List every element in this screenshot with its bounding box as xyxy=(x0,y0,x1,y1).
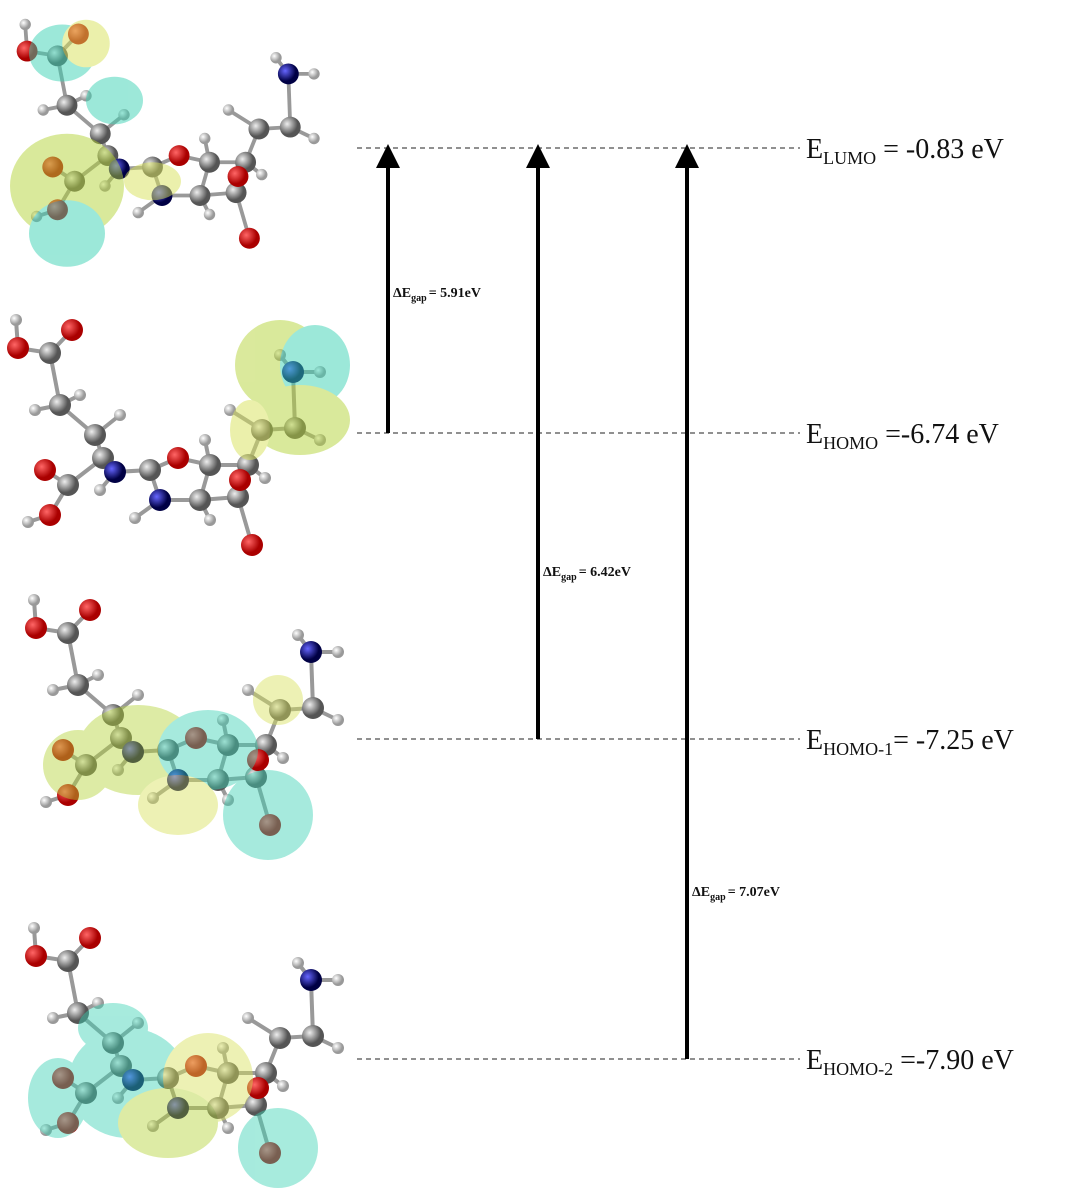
energy-diagram: ELUMO = -0.83 eVEHOMO =-6.74 eVEHOMO-1= … xyxy=(0,0,1065,1193)
gap-symbol: ΔE xyxy=(393,286,411,301)
level-label: ELUMO = -0.83 eV xyxy=(806,134,1004,168)
level-value: =-6.74 eV xyxy=(878,419,999,450)
level-subscript: HOMO-2 xyxy=(823,1059,893,1079)
gap-value: = 6.42eV xyxy=(579,565,631,580)
gap-label: ΔEgap= 7.07eV xyxy=(692,885,780,903)
level-symbol: E xyxy=(806,419,823,450)
gap-label: ΔEgap= 6.42eV xyxy=(543,565,631,583)
level-subscript: LUMO xyxy=(823,148,876,168)
homo-molecule xyxy=(7,314,350,556)
level-value: =-7.90 eV xyxy=(893,1045,1014,1076)
level-subscript: HOMO xyxy=(823,433,878,453)
gap-value: = 5.91eV xyxy=(429,286,481,301)
gap-label: ΔEgap= 5.91eV xyxy=(393,286,481,304)
level-value: = -7.25 eV xyxy=(893,725,1014,756)
level-label: EHOMO =-6.74 eV xyxy=(806,419,999,453)
gap-symbol: ΔE xyxy=(692,885,710,900)
level-label: EHOMO-2 =-7.90 eV xyxy=(806,1045,1014,1079)
homo-2-molecule xyxy=(25,922,344,1188)
level-value: = -0.83 eV xyxy=(876,134,1004,165)
gap-subscript: gap xyxy=(710,892,726,903)
lumo-molecule xyxy=(10,19,320,267)
gap-value: = 7.07eV xyxy=(728,885,780,900)
level-symbol: E xyxy=(806,134,823,165)
gap-subscript: gap xyxy=(561,572,577,583)
level-symbol: E xyxy=(806,725,823,756)
level-subscript: HOMO-1 xyxy=(823,739,893,759)
level-symbol: E xyxy=(806,1045,823,1076)
gap-subscript: gap xyxy=(411,293,427,304)
homo-1-molecule xyxy=(25,594,344,860)
gap-symbol: ΔE xyxy=(543,565,561,580)
level-label: EHOMO-1= -7.25 eV xyxy=(806,725,1014,759)
